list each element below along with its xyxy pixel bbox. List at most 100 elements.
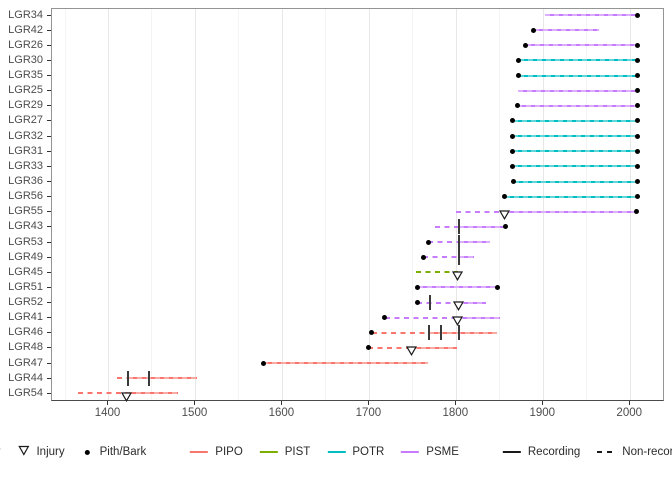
recording-dash-overlay: [512, 150, 638, 153]
series-segment-solid: [458, 241, 491, 244]
recording-dash-overlay: [512, 119, 638, 122]
y-axis-tick: [47, 256, 51, 258]
y-axis-tick: [47, 286, 51, 288]
pith-bark-dot: [502, 194, 508, 200]
y-axis-tick: [47, 120, 51, 122]
legend-item-pith-bark: Pith/Bark: [82, 446, 146, 458]
y-axis-tick: [47, 165, 51, 167]
pith-bark-dot: [369, 330, 375, 336]
series-segment-solid: [533, 29, 599, 32]
recording-dash-overlay: [504, 195, 638, 198]
pith-bark-dot: [516, 73, 522, 79]
recording-line-icon: [502, 451, 521, 453]
y-axis-label: LGR49: [8, 250, 43, 263]
pith-bark-dot: [510, 163, 516, 169]
x-axis-label: 1400: [94, 407, 121, 419]
x-axis-tick: [454, 401, 456, 405]
series-segment-dashed: [456, 210, 505, 213]
series-segment-dashed: [417, 301, 459, 304]
series-segment-dashed: [77, 392, 127, 395]
series-segment-dashed: [371, 331, 430, 334]
y-axis-tick: [47, 317, 51, 319]
recording-dash-overlay: [512, 135, 638, 138]
pith-bark-dot: [634, 118, 640, 124]
series-segment-solid: [411, 346, 458, 349]
y-axis-tick: [47, 90, 51, 92]
pith-bark-dot: [634, 42, 640, 48]
grid-line-minor: [238, 9, 240, 400]
legend-label: PSME: [426, 446, 459, 458]
y-axis-label: LGR32: [8, 129, 43, 142]
recording-dash-overlay: [411, 346, 458, 349]
recording-dash-overlay: [457, 316, 500, 319]
pith-bark-dot: [414, 300, 420, 306]
pith-bark-dot: [511, 179, 517, 184]
series-segment-solid: [458, 225, 506, 228]
legend-item-recording: Recording: [502, 446, 581, 458]
recording-dash-overlay: [517, 89, 638, 92]
grid-line-minor: [412, 9, 414, 400]
recording-dash-overlay: [417, 286, 498, 289]
y-axis-tick: [47, 241, 51, 243]
legend-label: PIST: [284, 446, 311, 458]
series-segment-solid: [458, 256, 474, 259]
pith-bark-dot: [494, 284, 500, 290]
y-axis-tick: [47, 44, 51, 46]
x-axis-label: 1700: [355, 407, 382, 419]
series-segment-solid: [517, 104, 638, 107]
pith-bark-dot: [523, 42, 529, 48]
series-segment-solid: [525, 44, 638, 47]
y-axis-label: LGR41: [8, 311, 43, 324]
grid-line-major: [108, 9, 110, 400]
y-axis-label: LGR35: [8, 69, 43, 82]
series-segment-solid: [517, 89, 638, 92]
scar-marker: [429, 295, 432, 311]
recording-dash-overlay: [458, 301, 486, 304]
y-axis-tick: [47, 392, 51, 394]
x-axis-tick: [541, 401, 543, 405]
series-segment-dashed: [368, 346, 412, 349]
y-axis-tick: [47, 135, 51, 137]
y-axis-label: LGR42: [8, 23, 43, 36]
legend-item-species-pipo: PIPO: [190, 446, 243, 458]
pith-bark-dot: [634, 103, 640, 109]
y-axis-tick: [47, 332, 51, 334]
x-axis-tick: [628, 401, 630, 405]
series-segment-solid: [128, 377, 198, 380]
y-axis-label: LGR48: [8, 341, 43, 354]
pith-bark-dot: [510, 133, 516, 139]
series-segment-solid: [504, 195, 638, 198]
series-segment-solid: [457, 316, 500, 319]
legend-label: Recording: [527, 446, 581, 458]
scar-marker: [457, 249, 460, 265]
grid-line-minor: [151, 9, 153, 400]
y-axis-label: LGR34: [8, 8, 43, 21]
y-axis-label: LGR36: [8, 175, 43, 187]
recording-dash-overlay: [533, 29, 599, 32]
y-axis-label: LGR44: [8, 371, 43, 384]
x-axis-label: 1800: [442, 407, 469, 419]
y-axis-label: LGR31: [8, 144, 43, 157]
chart-legend: ScarInjuryPith/BarkPIPOPISTPOTRPSMERecor…: [0, 441, 672, 463]
pith-bark-dot: [634, 57, 640, 63]
y-axis-label: LGR51: [8, 280, 43, 293]
y-axis-tick: [47, 59, 51, 61]
scar-marker: [440, 325, 443, 341]
injury-marker: [499, 207, 511, 225]
injury-marker: [452, 313, 464, 331]
series-segment-solid: [458, 301, 486, 304]
series-segment-solid: [417, 286, 498, 289]
grid-line-minor: [325, 9, 327, 400]
x-axis-tick: [193, 401, 195, 405]
recording-dash-overlay: [517, 104, 638, 107]
pith-bark-dot: [634, 163, 640, 169]
x-axis-label: 1900: [529, 407, 556, 419]
recording-dash-overlay: [512, 165, 638, 168]
legend-label: POTR: [352, 446, 385, 458]
y-axis-label: LGR47: [8, 356, 43, 369]
pith-bark-dot: [425, 239, 431, 245]
pith-bark-dot: [420, 254, 426, 260]
x-axis-tick: [367, 401, 369, 405]
grid-line-minor: [499, 9, 501, 400]
grid-line-major: [368, 9, 370, 400]
